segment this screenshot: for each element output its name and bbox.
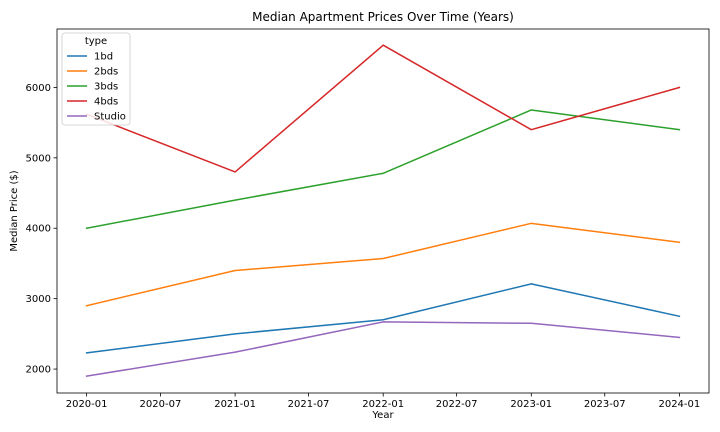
y-axis: 2000 3000 4000 5000 6000 [26, 83, 57, 376]
y-tick-label: 6000 [26, 83, 51, 94]
x-tick-label: 2022-07 [436, 399, 478, 410]
legend-title: type [85, 36, 107, 47]
legend-label: Studio [94, 112, 126, 123]
y-tick-label: 4000 [26, 224, 51, 235]
x-tick-label: 2022-01 [362, 399, 404, 410]
legend-label: 4bds [94, 97, 118, 108]
x-tick-label: 2023-07 [584, 399, 626, 410]
y-tick-label: 2000 [26, 365, 51, 376]
x-axis: 2020-01 2020-07 2021-01 2021-07 2022-01 2022-… [66, 393, 700, 410]
series-line-4bds [85, 44, 681, 173]
series-line-2bds [85, 222, 681, 307]
x-tick-label: 2023-01 [510, 399, 552, 410]
series-lines [85, 44, 681, 377]
y-tick-label: 5000 [26, 153, 51, 164]
x-tick-label: 2020-07 [140, 399, 182, 410]
x-tick-label: 2020-01 [66, 399, 108, 410]
legend-label: 1bd [94, 52, 113, 63]
legend-label: 3bds [94, 82, 118, 93]
plot-area [56, 28, 710, 394]
y-tick-label: 3000 [26, 294, 51, 305]
x-axis-label: Year [371, 410, 394, 421]
legend: type 1bd 2bds 3bds 4bds Studio [61, 32, 131, 126]
series-line-studio [85, 321, 681, 377]
legend-items: 1bd 2bds 3bds 4bds Studio [67, 52, 126, 123]
x-tick-label: 2024-01 [658, 399, 700, 410]
series-line-1bd [85, 283, 681, 354]
x-tick-label: 2021-07 [288, 399, 330, 410]
x-tick-label: 2021-01 [214, 399, 256, 410]
chart-title: Median Apartment Prices Over Time (Years… [252, 10, 514, 24]
series-line-3bds [85, 109, 681, 230]
y-axis-label: Median Price ($) [9, 170, 20, 251]
legend-label: 2bds [94, 67, 118, 78]
